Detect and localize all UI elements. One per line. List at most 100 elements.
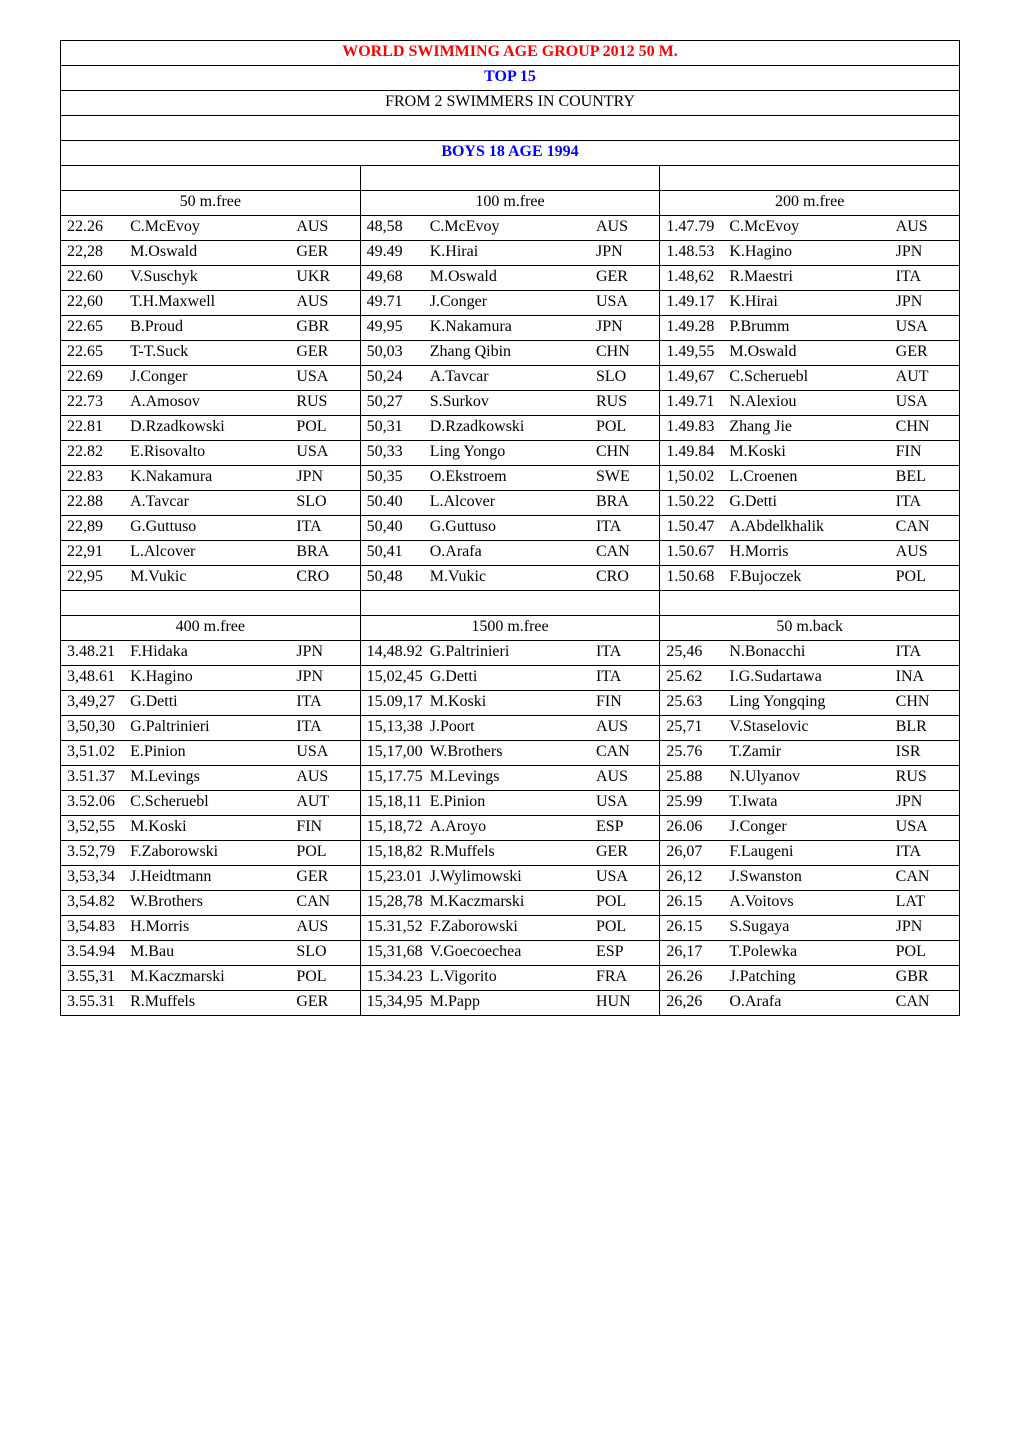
result-time: 1.49.83 — [666, 418, 729, 438]
result-name: N.Ulyanov — [729, 768, 895, 788]
spacer-row — [61, 116, 960, 141]
table-row: 22.69J.CongerUSA50,24A.TavcarSLO1.49,67C… — [61, 366, 960, 391]
result-country: BEL — [896, 468, 953, 488]
result-time: 3.52.06 — [67, 793, 130, 813]
result-time: 22.26 — [67, 218, 130, 238]
result-country: GER — [296, 993, 353, 1013]
result-country: POL — [296, 843, 353, 863]
result-country: SLO — [596, 368, 653, 388]
result-name: L.Alcover — [130, 543, 296, 563]
table-row: 22.82E.RisovaltoUSA50,33Ling YongoCHN1.4… — [61, 441, 960, 466]
result-cell: 25.63Ling YongqingCHN — [660, 691, 960, 716]
result-time: 26.26 — [666, 968, 729, 988]
result-cell: 1.49.71N.AlexiouUSA — [660, 391, 960, 416]
result-country: ITA — [896, 493, 953, 513]
result-cell: 22.82E.RisovaltoUSA — [61, 441, 361, 466]
result-time: 25.76 — [666, 743, 729, 763]
result-country: BRA — [596, 493, 653, 513]
result-time: 3,50,30 — [67, 718, 130, 738]
page-title: WORLD SWIMMING AGE GROUP 2012 50 M. — [61, 41, 960, 66]
result-country: CHN — [896, 693, 953, 713]
result-cell: 22.88A.TavcarSLO — [61, 491, 361, 516]
result-cell: 49.49K.HiraiJPN — [360, 241, 660, 266]
result-time: 15.34.23 — [367, 968, 430, 988]
result-name: S.Sugaya — [729, 918, 895, 938]
result-cell: 48,58C.McEvoyAUS — [360, 216, 660, 241]
result-name: M.Koski — [130, 818, 296, 838]
result-cell: 1.48,62R.MaestriITA — [660, 266, 960, 291]
result-name: J.Conger — [729, 818, 895, 838]
result-country: USA — [896, 393, 953, 413]
result-name: O.Arafa — [430, 543, 596, 563]
result-name: M.Bau — [130, 943, 296, 963]
spacer-cell — [61, 591, 361, 616]
result-name: F.Zaborowski — [430, 918, 596, 938]
result-cell: 3.55,31M.KaczmarskiPOL — [61, 966, 361, 991]
result-time: 50.40 — [367, 493, 430, 513]
result-name: C.McEvoy — [430, 218, 596, 238]
result-name: Zhang Jie — [729, 418, 895, 438]
result-name: M.Vukic — [430, 568, 596, 588]
event-header: 50 m.back — [660, 616, 960, 641]
result-time: 15,18,11 — [367, 793, 430, 813]
result-cell: 25.88N.UlyanovRUS — [660, 766, 960, 791]
result-country: ISR — [896, 743, 953, 763]
result-time: 1.49.28 — [666, 318, 729, 338]
result-time: 15,02,45 — [367, 668, 430, 688]
result-name: E.Pinion — [430, 793, 596, 813]
result-country: ESP — [596, 943, 653, 963]
result-cell: 15.09,17M.KoskiFIN — [360, 691, 660, 716]
result-country: CAN — [596, 543, 653, 563]
result-country: JPN — [596, 243, 653, 263]
result-cell: 22.60V.SuschykUKR — [61, 266, 361, 291]
result-name: F.Hidaka — [130, 643, 296, 663]
result-cell: 1.49.28P.BrummUSA — [660, 316, 960, 341]
result-country: AUT — [296, 793, 353, 813]
result-cell: 14,48.92G.PaltrinieriITA — [360, 641, 660, 666]
result-cell: 15,28,78M.KaczmarskiPOL — [360, 891, 660, 916]
result-country: CHN — [896, 418, 953, 438]
spacer-cell — [360, 166, 660, 191]
result-time: 1.50.68 — [666, 568, 729, 588]
result-cell: 50,40G.GuttusoITA — [360, 516, 660, 541]
result-country: SWE — [596, 468, 653, 488]
result-name: D.Rzadkowski — [130, 418, 296, 438]
result-cell: 1.50.22G.DettiITA — [660, 491, 960, 516]
result-country: CAN — [296, 893, 353, 913]
result-country: USA — [596, 868, 653, 888]
result-cell: 25,71V.StaselovicBLR — [660, 716, 960, 741]
result-country: AUS — [296, 768, 353, 788]
result-name: C.McEvoy — [729, 218, 895, 238]
result-time: 26,12 — [666, 868, 729, 888]
result-name: N.Bonacchi — [729, 643, 895, 663]
result-time: 22,60 — [67, 293, 130, 313]
result-time: 15.09,17 — [367, 693, 430, 713]
table-row: 3.55,31M.KaczmarskiPOL15.34.23L.Vigorito… — [61, 966, 960, 991]
result-cell: 50,35O.EkstroemSWE — [360, 466, 660, 491]
table-row: 22.65T-T.SuckGER50,03Zhang QibinCHN1.49,… — [61, 341, 960, 366]
result-cell: 26,12J.SwanstonCAN — [660, 866, 960, 891]
result-name: Ling Yongqing — [729, 693, 895, 713]
result-time: 15,13,38 — [367, 718, 430, 738]
result-cell: 26.15S.SugayaJPN — [660, 916, 960, 941]
result-time: 3,54.82 — [67, 893, 130, 913]
result-time: 15,23.01 — [367, 868, 430, 888]
result-name: C.McEvoy — [130, 218, 296, 238]
result-time: 26.15 — [666, 893, 729, 913]
result-time: 49,68 — [367, 268, 430, 288]
result-country: RUS — [296, 393, 353, 413]
result-cell: 15,02,45G.DettiITA — [360, 666, 660, 691]
result-name: K.Nakamura — [130, 468, 296, 488]
result-country: ITA — [896, 843, 953, 863]
result-country: AUS — [296, 218, 353, 238]
result-country: JPN — [296, 468, 353, 488]
result-country: FRA — [596, 968, 653, 988]
result-country: BLR — [896, 718, 953, 738]
result-time: 1.49.17 — [666, 293, 729, 313]
result-country: POL — [596, 418, 653, 438]
result-cell: 1.49.83Zhang JieCHN — [660, 416, 960, 441]
result-name: K.Hagino — [729, 243, 895, 263]
result-country: POL — [896, 568, 953, 588]
result-name: D.Rzadkowski — [430, 418, 596, 438]
result-time: 49.71 — [367, 293, 430, 313]
